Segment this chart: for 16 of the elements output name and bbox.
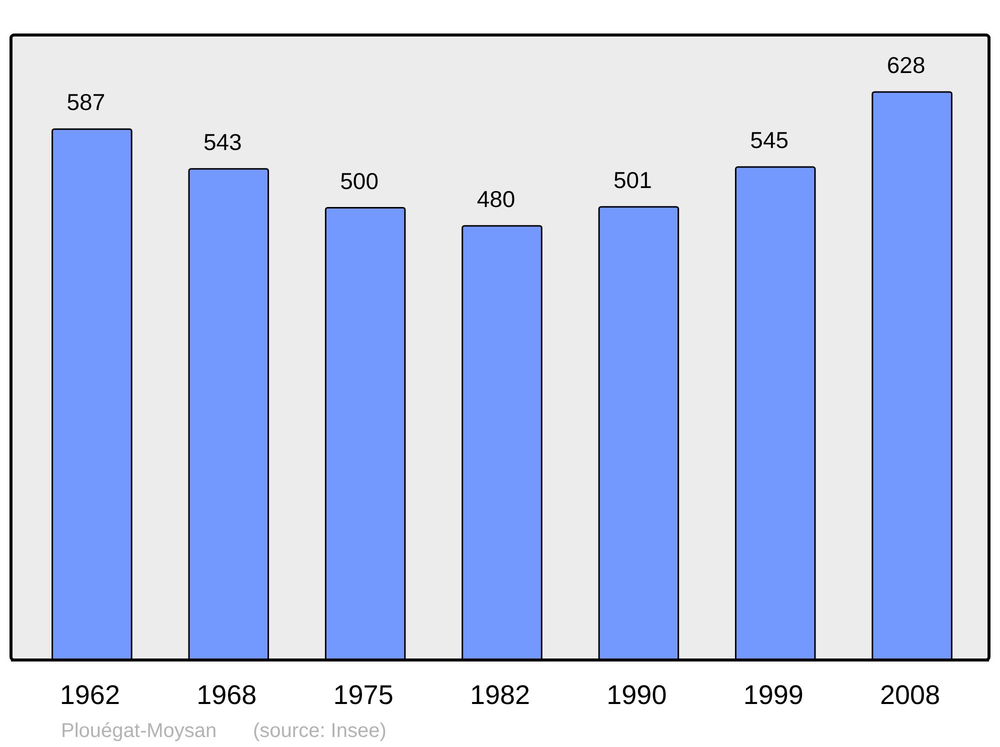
x-tick-label: 1999	[743, 680, 804, 710]
data-label: 543	[203, 128, 242, 155]
x-tick-label: 1962	[60, 680, 120, 710]
data-label: 545	[750, 127, 789, 154]
text: (source: Insee)	[253, 720, 386, 742]
x-tick-label: 1968	[196, 680, 257, 710]
x-tick-label: 1990	[606, 680, 667, 710]
data-label: 480	[476, 186, 516, 212]
text: Plouégat-Moysan	[61, 720, 217, 742]
x-tick-label: 1975	[333, 680, 394, 710]
x-tick-label: 1982	[470, 680, 530, 710]
data-label: 628	[886, 52, 926, 78]
x-tick-label: 2008	[880, 680, 940, 710]
data-label: 500	[340, 168, 378, 194]
data-label: 501	[614, 166, 652, 193]
data-label: 587	[66, 89, 106, 116]
